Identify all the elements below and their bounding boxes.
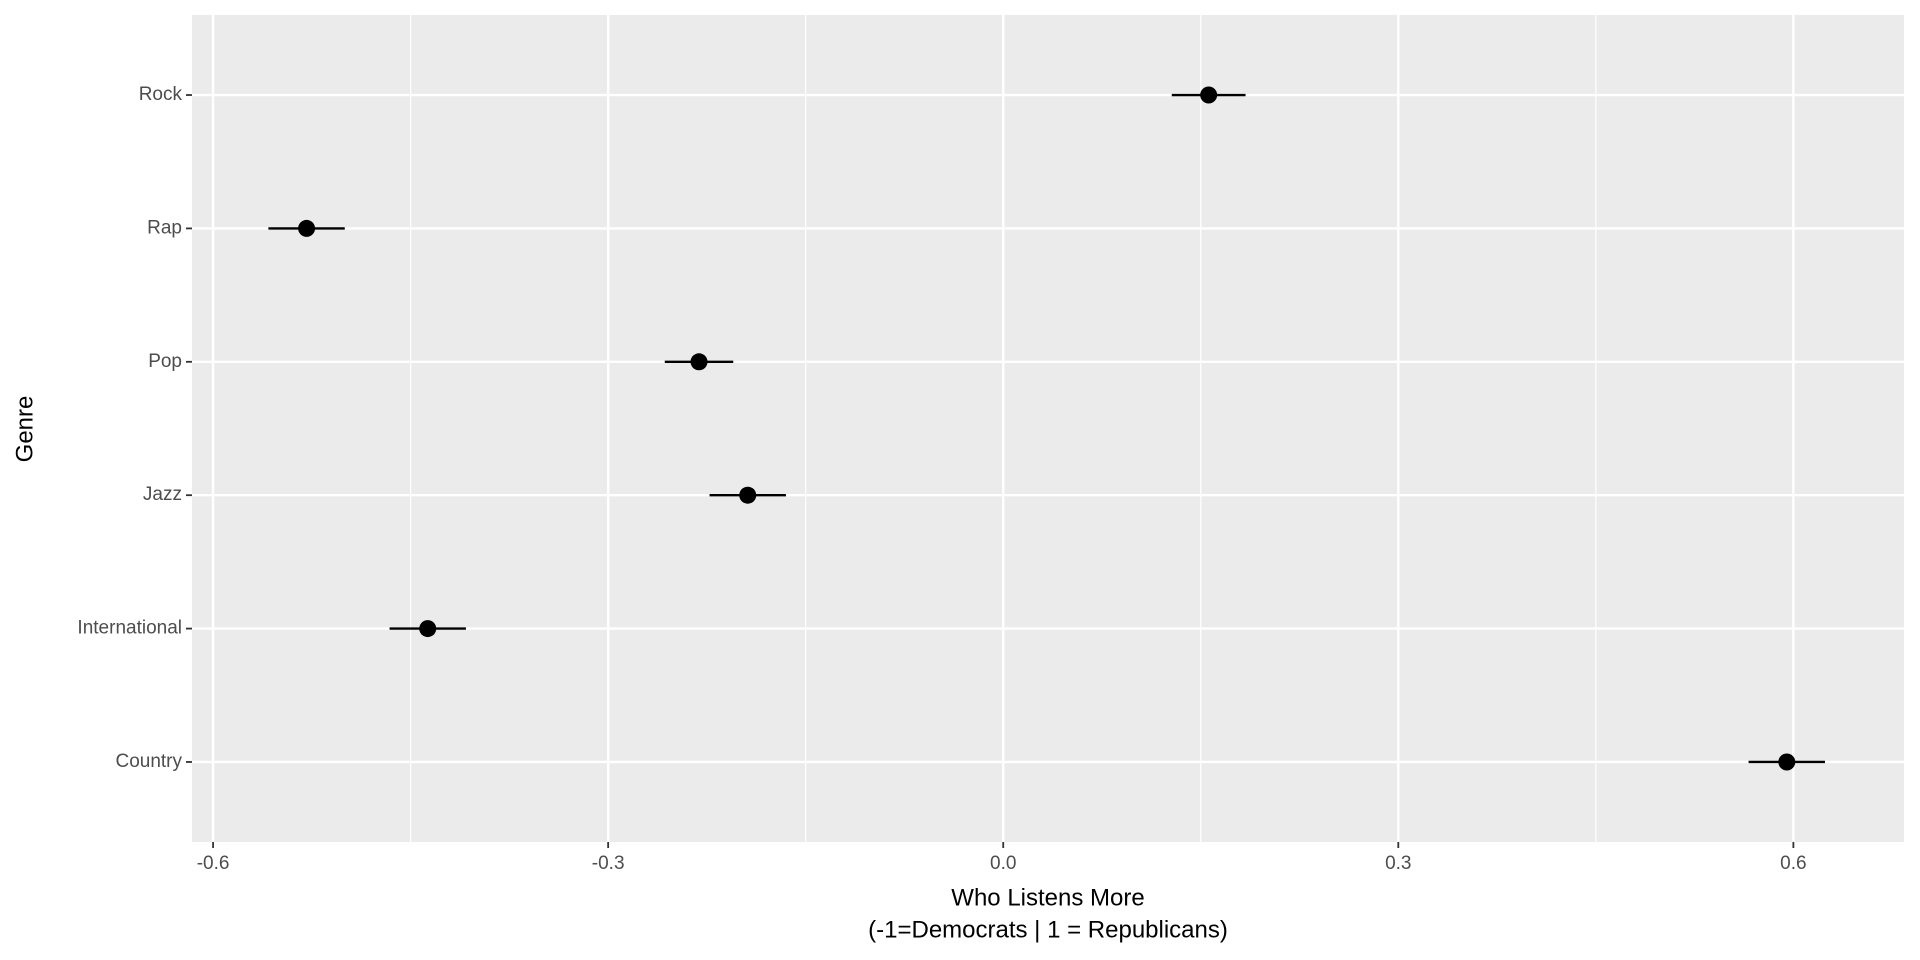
y-tick-label: Rock — [139, 84, 183, 105]
y-tick-label: Pop — [148, 351, 182, 372]
marks — [268, 86, 1825, 771]
y-tick-label: Rap — [147, 217, 182, 238]
x-tick-label: 0.0 — [990, 853, 1016, 874]
x-tick-label: 0.3 — [1385, 853, 1411, 874]
y-tick-label: Country — [115, 751, 182, 772]
x-tick-label: -0.3 — [592, 853, 625, 874]
labels: Who Listens More (-1=Democrats | 1 = Rep… — [11, 84, 1806, 943]
point — [690, 353, 708, 371]
point — [419, 620, 437, 638]
y-axis-title: Genre — [11, 396, 38, 463]
x-axis-title: Who Listens More — [951, 884, 1144, 911]
point — [1778, 753, 1796, 771]
x-tick-label: -0.6 — [197, 853, 230, 874]
y-tick-label: International — [77, 618, 182, 639]
point — [298, 219, 316, 237]
y-tick-label: Jazz — [143, 484, 182, 505]
grid — [186, 15, 1904, 848]
point — [1200, 86, 1218, 104]
x-tick-label: 0.6 — [1780, 853, 1806, 874]
x-axis-title: (-1=Democrats | 1 = Republicans) — [868, 916, 1228, 943]
panel-background — [192, 15, 1904, 842]
point — [739, 486, 757, 504]
